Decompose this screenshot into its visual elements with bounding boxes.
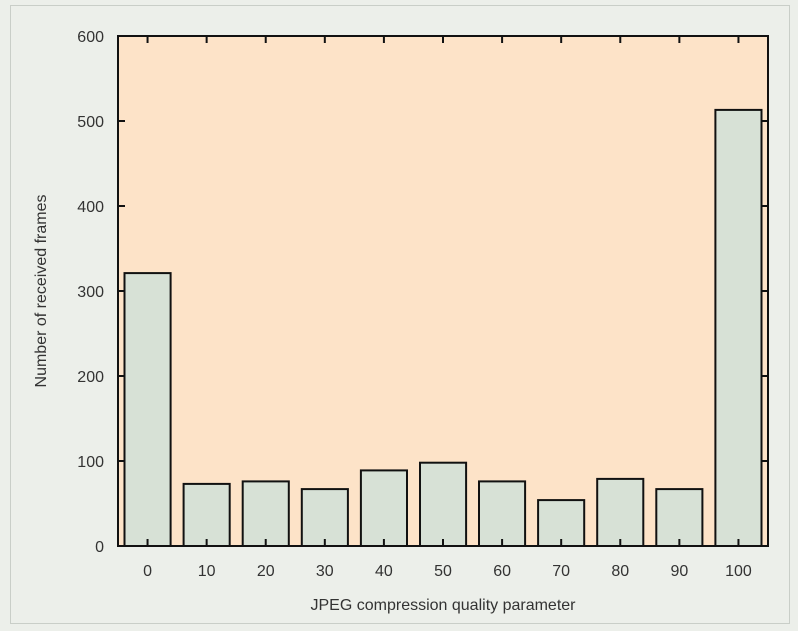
x-tick-label: 0 bbox=[143, 563, 152, 580]
plot-frame bbox=[117, 35, 769, 547]
bar-0 bbox=[123, 272, 172, 547]
x-tick-label: 20 bbox=[257, 563, 275, 580]
bar-20 bbox=[241, 480, 290, 547]
y-axis-title: Number of received frames bbox=[33, 195, 50, 388]
y-tick-label: 300 bbox=[77, 284, 104, 301]
tick-labels-group: 0 10 20 30 40 50 60 70 80 90 100 0 100 200 300 400 500 60… bbox=[77, 29, 752, 580]
x-tick-label: 100 bbox=[725, 563, 752, 580]
bar-60 bbox=[478, 480, 527, 547]
bars-group bbox=[123, 108, 763, 548]
bar-100 bbox=[714, 108, 763, 548]
y-tick-label: 100 bbox=[77, 454, 104, 471]
x-tick-label: 10 bbox=[198, 563, 216, 580]
chart-panel-border bbox=[10, 5, 790, 624]
y-tick-label: 500 bbox=[77, 114, 104, 131]
x-tick-label: 50 bbox=[434, 563, 452, 580]
x-tick-label: 60 bbox=[493, 563, 511, 580]
bar-90 bbox=[655, 488, 704, 548]
bar-40 bbox=[359, 469, 408, 547]
x-tick-label: 30 bbox=[316, 563, 334, 580]
x-tick-label: 70 bbox=[552, 563, 570, 580]
bar-10 bbox=[182, 482, 231, 547]
ticks-group bbox=[118, 35, 768, 547]
y-tick-label: 200 bbox=[77, 369, 104, 386]
bar-50 bbox=[419, 461, 468, 548]
bar-80 bbox=[596, 477, 645, 547]
x-tick-label: 80 bbox=[611, 563, 629, 580]
y-tick-label: 400 bbox=[77, 199, 104, 216]
bar-70 bbox=[537, 499, 586, 548]
y-tick-label: 0 bbox=[95, 539, 104, 556]
x-axis-title: JPEG compression quality parameter bbox=[311, 597, 577, 614]
x-tick-label: 40 bbox=[375, 563, 393, 580]
bar-30 bbox=[300, 488, 349, 548]
x-tick-label: 90 bbox=[670, 563, 688, 580]
plot-area bbox=[118, 36, 768, 546]
y-tick-label: 600 bbox=[77, 29, 104, 46]
